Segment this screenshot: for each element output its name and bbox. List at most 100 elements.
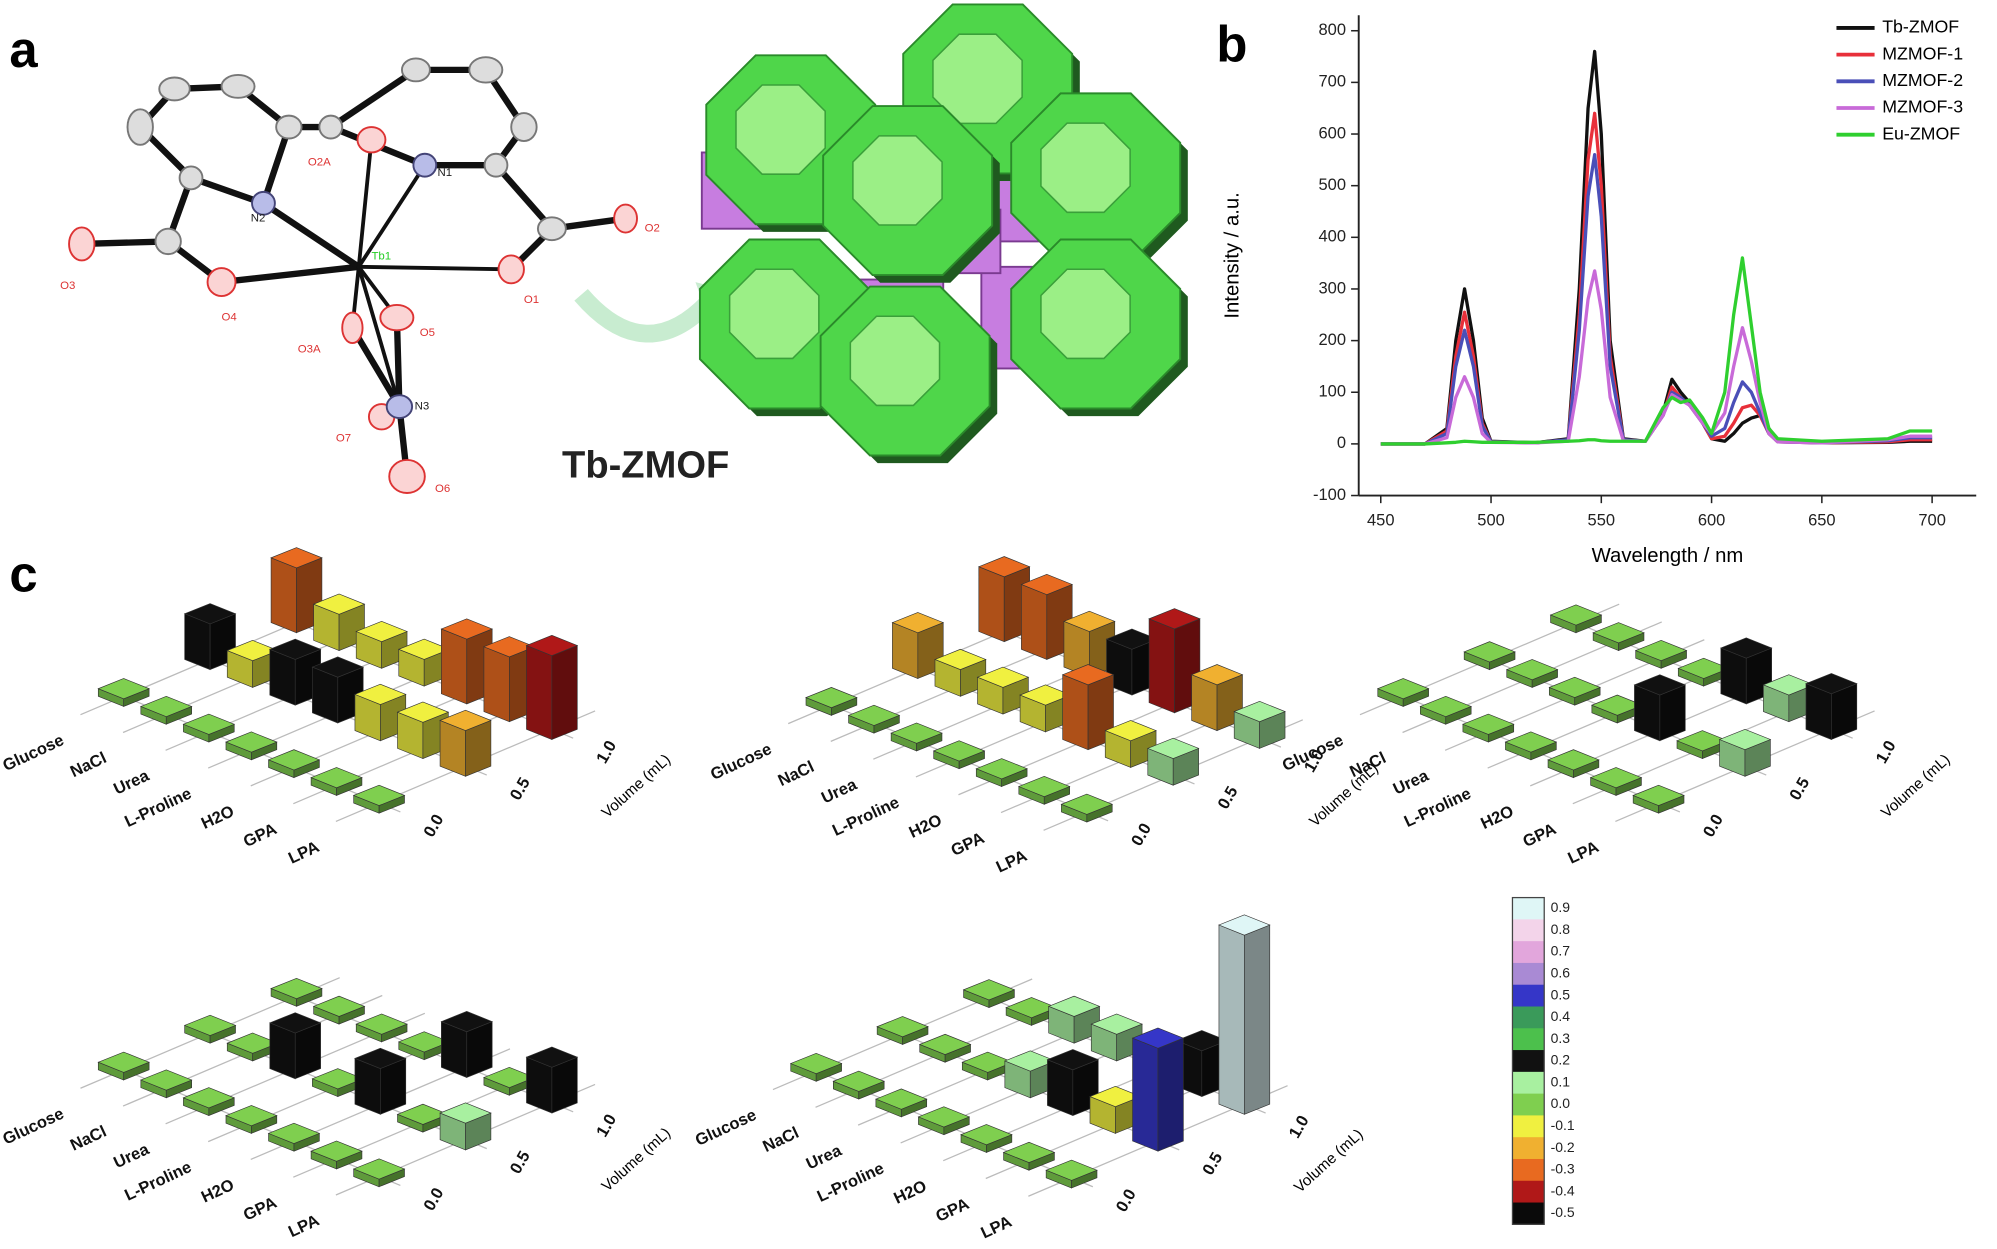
bar-top (918, 1033, 972, 1055)
category-label: NaCl (760, 1124, 802, 1156)
bar-top (1718, 728, 1772, 750)
atom (388, 459, 426, 494)
bar-top (225, 731, 278, 753)
bar (270, 547, 323, 634)
bar-top (1131, 1027, 1185, 1049)
bar-top (354, 683, 407, 705)
colorbar-cell (1512, 1137, 1545, 1160)
colorbar-cell (1512, 1180, 1545, 1204)
legend-label: MZMOF-1 (1882, 43, 1963, 63)
bar (225, 731, 278, 761)
colorbar-label: 0.1 (1551, 1073, 1571, 1089)
bar (918, 1033, 972, 1063)
cage-face (1040, 268, 1131, 360)
category-label: LPA (1565, 838, 1601, 868)
category-label: Urea (111, 1140, 153, 1172)
bar (312, 995, 366, 1025)
y-tick-label: 800 (1318, 21, 1346, 39)
category-label: Glucose (693, 1106, 760, 1150)
bar-top (225, 1105, 278, 1127)
bar-top (962, 979, 1016, 1001)
category-label: Urea (803, 1141, 845, 1173)
legend-label: MZMOF-2 (1882, 70, 1963, 90)
category-label: LPA (286, 1211, 322, 1241)
x-tick-label: 500 (1477, 511, 1505, 529)
bond (260, 123, 293, 207)
y-tick-label: -100 (1313, 486, 1346, 504)
bar (1419, 695, 1473, 725)
bar-top (267, 1122, 321, 1144)
y-axis-label: Intensity / a.u. (1221, 192, 1243, 318)
bar-top (354, 1047, 407, 1069)
bar-top (525, 634, 579, 656)
bar-top (139, 695, 193, 717)
bar-top (396, 701, 450, 723)
bar-top (182, 713, 236, 735)
bar-top (1632, 784, 1685, 806)
atom-label: O4 (222, 312, 238, 324)
bar-top (847, 704, 901, 726)
bar-top (1090, 1013, 1143, 1035)
cage-face (728, 268, 820, 360)
volume-tick-label: 0.5 (1786, 775, 1813, 804)
y-tick-label: 500 (1318, 176, 1346, 194)
series-line (1380, 256, 1933, 446)
y-tick-label: 700 (1318, 73, 1346, 91)
bar (789, 1052, 843, 1082)
bar (1131, 1027, 1185, 1152)
bar-top (1017, 775, 1071, 798)
bar-top (310, 1140, 363, 1162)
bar-top (352, 1158, 406, 1180)
bar (352, 1158, 406, 1188)
atom-label: O2A (308, 157, 331, 169)
bar (310, 1140, 363, 1170)
atom-label: O7 (336, 432, 351, 444)
bar-top (917, 1106, 971, 1128)
bar (1805, 673, 1858, 740)
colorbar-label: -0.5 (1551, 1204, 1575, 1220)
bar (97, 678, 150, 707)
panel-label: a (9, 21, 38, 78)
bar (1218, 914, 1271, 1115)
category-label: Urea (819, 775, 861, 807)
bar (183, 1014, 237, 1044)
colorbar-cell (1512, 919, 1545, 942)
colorbar-frame (1511, 896, 1545, 1225)
bond (356, 163, 427, 269)
bar-top (1805, 673, 1858, 695)
category-label: H2O (199, 802, 238, 833)
cage-face (852, 135, 943, 226)
volume-tick-label: 1.0 (1286, 1113, 1313, 1142)
bar (975, 758, 1028, 787)
bar (267, 749, 321, 779)
bar-face (270, 557, 297, 634)
bar (225, 1105, 278, 1134)
bar-top (789, 1052, 843, 1074)
category-label: LPA (978, 1213, 1014, 1243)
bar-top (1463, 641, 1516, 663)
cage-face (849, 315, 941, 407)
bar (1634, 640, 1688, 669)
y-tick-label: 400 (1318, 228, 1346, 246)
atom (318, 114, 344, 140)
bar-face (526, 644, 553, 740)
bar-face (1021, 584, 1048, 660)
bar-top (1589, 767, 1643, 789)
atom-label: O1 (524, 294, 539, 306)
colorbar-cell (1512, 1158, 1545, 1182)
bar (139, 695, 193, 725)
bar-face (483, 646, 510, 723)
bar (1633, 674, 1687, 742)
series-line (1380, 49, 1933, 446)
cage-face (932, 33, 1023, 125)
colorbar-label: 0.5 (1551, 986, 1571, 1002)
x-tick-label: 600 (1698, 511, 1726, 529)
colorbar-cell (1512, 1028, 1545, 1051)
colorbar-cell (1512, 1050, 1545, 1073)
x-tick-label: 450 (1367, 511, 1395, 529)
bar (1462, 713, 1515, 743)
bar-top (312, 995, 366, 1017)
caption: Tb-ZMOF (562, 445, 729, 487)
